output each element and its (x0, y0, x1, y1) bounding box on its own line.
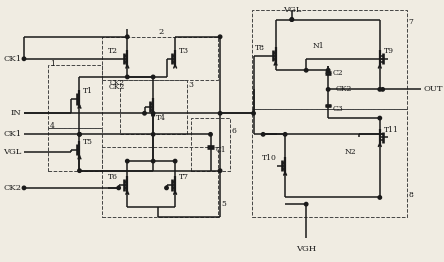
Bar (191, 118, 230, 171)
Text: T9: T9 (384, 47, 394, 55)
Text: CK2: CK2 (3, 184, 21, 192)
Text: 5: 5 (221, 200, 226, 208)
Text: T2: T2 (108, 47, 118, 55)
Text: T5: T5 (83, 138, 93, 146)
Circle shape (381, 88, 385, 91)
Circle shape (378, 88, 381, 91)
Text: C2: C2 (333, 69, 344, 77)
Text: 4: 4 (50, 122, 55, 130)
Circle shape (326, 88, 330, 91)
Circle shape (378, 116, 381, 120)
Text: C3: C3 (333, 105, 344, 112)
Circle shape (78, 169, 81, 172)
Circle shape (174, 159, 177, 163)
Circle shape (378, 196, 381, 199)
Text: 7: 7 (408, 18, 413, 26)
Circle shape (252, 112, 255, 115)
Circle shape (151, 159, 155, 163)
Text: CK1: CK1 (3, 55, 21, 63)
Bar (48, 128, 103, 171)
Text: 8: 8 (408, 190, 413, 199)
Text: N1: N1 (313, 42, 325, 50)
Circle shape (326, 69, 330, 72)
Circle shape (218, 169, 222, 172)
Circle shape (151, 112, 155, 115)
Circle shape (78, 133, 81, 136)
Bar (252, 10, 407, 108)
Text: 6: 6 (232, 127, 236, 134)
Text: T3: T3 (179, 47, 189, 55)
Text: CK2: CK2 (108, 83, 124, 90)
Text: T6: T6 (108, 173, 118, 181)
Bar (252, 108, 407, 217)
Bar (103, 147, 218, 217)
Circle shape (209, 133, 212, 136)
Circle shape (126, 159, 129, 163)
Circle shape (126, 35, 129, 39)
Text: 3: 3 (189, 81, 194, 89)
Text: CK1: CK1 (3, 130, 21, 138)
Text: 2: 2 (158, 28, 163, 36)
Text: CK2: CK2 (336, 85, 352, 93)
Circle shape (283, 133, 287, 136)
Circle shape (22, 186, 26, 190)
Circle shape (290, 18, 293, 21)
Text: VGH: VGH (296, 245, 316, 253)
Bar (48, 66, 103, 128)
Text: T10: T10 (262, 154, 277, 162)
Circle shape (218, 35, 222, 39)
Text: N2: N2 (345, 148, 356, 156)
Circle shape (143, 112, 146, 115)
Text: IN: IN (10, 109, 21, 117)
Bar (119, 80, 186, 134)
Bar (103, 37, 218, 80)
Circle shape (165, 186, 168, 190)
Text: T1: T1 (83, 87, 93, 95)
Circle shape (117, 186, 120, 190)
Text: T4: T4 (156, 114, 166, 122)
Circle shape (305, 203, 308, 206)
Circle shape (22, 57, 26, 61)
Text: C1: C1 (215, 146, 226, 154)
Text: OUT: OUT (424, 85, 443, 93)
Circle shape (126, 75, 129, 79)
Text: T11: T11 (384, 125, 399, 134)
Text: 1: 1 (50, 59, 55, 68)
Text: T8: T8 (254, 44, 265, 52)
Circle shape (218, 112, 222, 115)
Circle shape (78, 133, 81, 136)
Text: VGL: VGL (3, 148, 21, 156)
Circle shape (151, 133, 155, 136)
Circle shape (262, 133, 265, 136)
Circle shape (305, 69, 308, 72)
Circle shape (290, 18, 293, 21)
Text: T7: T7 (179, 173, 189, 181)
Circle shape (151, 75, 155, 79)
Text: VGL: VGL (283, 6, 301, 14)
Text: CK2: CK2 (110, 79, 125, 87)
